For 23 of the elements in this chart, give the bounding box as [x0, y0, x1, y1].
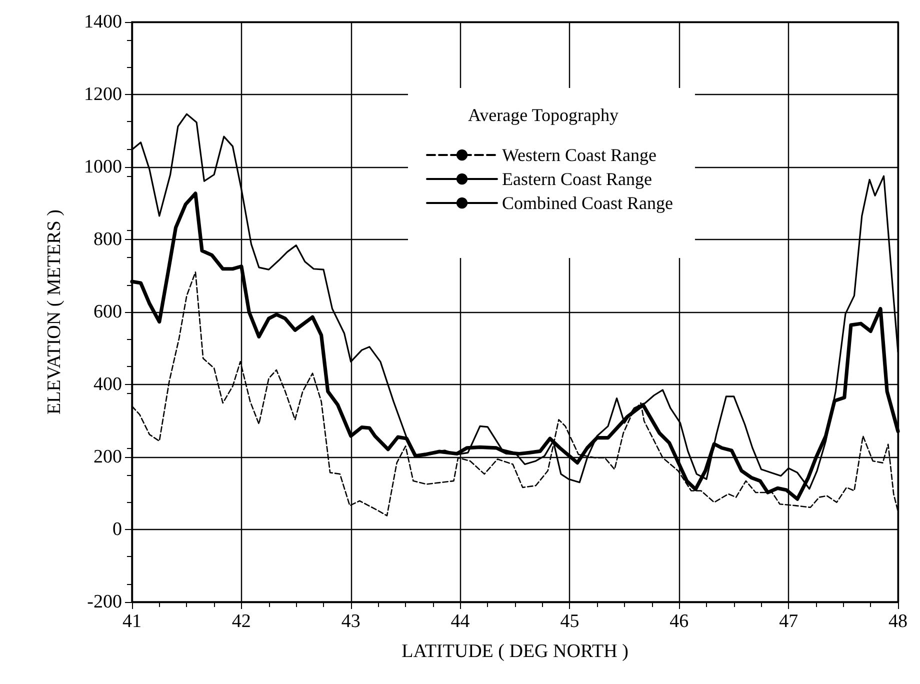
x-tick-label: 48 — [888, 611, 908, 632]
x-tick-label: 43 — [341, 611, 360, 632]
x-tick-label: 47 — [779, 611, 798, 632]
y-axis-title: ELEVATION ( METERS ) — [44, 210, 65, 414]
y-tick-label: 1400 — [84, 12, 122, 32]
x-tick-label: 44 — [450, 611, 470, 632]
legend-label: Combined Coast Range — [502, 193, 673, 213]
legend-label: Eastern Coast Range — [502, 169, 652, 189]
x-axis-title: LATITUDE ( DEG NORTH ) — [402, 641, 628, 662]
legend-title: Average Topography — [468, 105, 619, 125]
y-tick-label: 200 — [94, 446, 122, 468]
x-tick-label: 41 — [122, 611, 142, 632]
y-tick-label: 1200 — [84, 84, 122, 105]
y-tick-label: 600 — [94, 302, 122, 322]
legend-label: Western Coast Range — [502, 145, 657, 165]
x-tick-label: 45 — [560, 611, 580, 632]
y-tick-label: 1000 — [84, 156, 122, 178]
x-tick-label: 42 — [232, 611, 251, 632]
y-tick-label: 400 — [94, 374, 122, 395]
y-tick-label: 0 — [112, 519, 122, 540]
x-tick-label: 46 — [670, 611, 689, 632]
y-tick-label: -200 — [87, 592, 122, 612]
y-tick-label: 800 — [94, 229, 122, 250]
